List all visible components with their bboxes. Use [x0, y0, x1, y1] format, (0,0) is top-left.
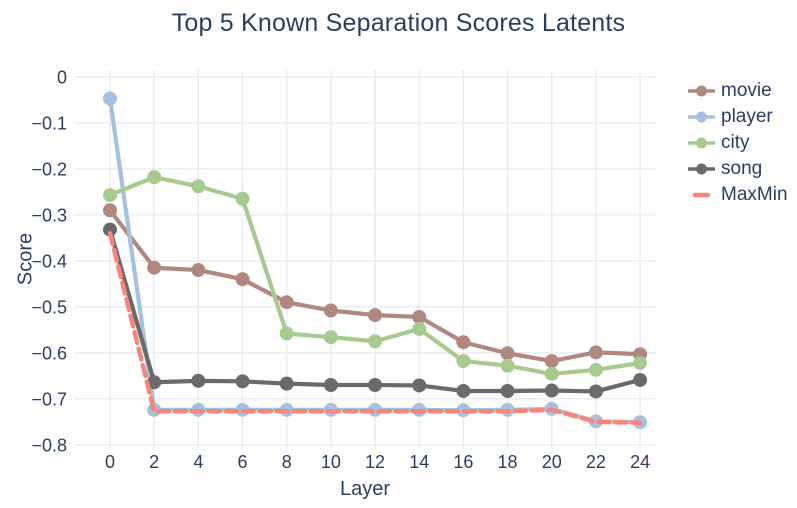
data-point-city — [279, 326, 294, 341]
x-axis-label: Layer — [339, 478, 391, 500]
y-tick-label: −0.6 — [31, 343, 67, 363]
y-tick-label: −0.5 — [31, 297, 67, 317]
legend-item-song[interactable]: song — [687, 156, 788, 182]
marker-dot-icon — [696, 85, 707, 97]
legend: movie player city song MaxMin — [687, 78, 788, 208]
legend-item-player[interactable]: player — [687, 104, 788, 130]
x-tick-label: 6 — [238, 452, 248, 472]
x-tick-label: 20 — [542, 452, 562, 472]
data-point-movie — [588, 345, 603, 360]
data-point-player — [103, 91, 118, 106]
y-tick-label: −0.7 — [31, 389, 67, 409]
data-point-movie — [279, 295, 294, 310]
y-tick-label: −0.8 — [31, 435, 67, 455]
legend-marker-movie — [688, 85, 715, 97]
data-point-city — [412, 321, 427, 336]
data-point-city — [544, 366, 559, 381]
x-tick-label: 18 — [498, 452, 518, 472]
data-point-song — [191, 373, 206, 388]
data-point-song — [588, 384, 603, 399]
data-point-city — [633, 355, 648, 370]
y-tick-label: −0.2 — [31, 159, 67, 179]
data-point-city — [456, 354, 471, 369]
data-point-movie — [147, 260, 162, 275]
data-point-song — [103, 222, 118, 237]
series-line-MaxMin — [107, 230, 643, 425]
marker-dot-icon — [696, 163, 707, 175]
data-point-movie — [544, 354, 559, 369]
data-point-city — [147, 170, 162, 185]
data-point-player — [588, 414, 603, 429]
legend-label: movie — [721, 80, 772, 101]
data-point-song — [544, 383, 559, 398]
data-point-song — [412, 378, 427, 393]
series-city — [103, 170, 648, 381]
legend-label: player — [721, 106, 773, 127]
data-point-city — [235, 191, 250, 206]
legend-marker-city — [688, 137, 715, 149]
x-tick-label: 10 — [321, 452, 341, 472]
legend-label: city — [721, 132, 750, 153]
data-point-city — [323, 330, 338, 345]
data-point-movie — [500, 346, 515, 361]
legend-marker-player — [688, 111, 715, 123]
x-tick-label: 4 — [193, 452, 203, 472]
legend-label: song — [721, 158, 763, 179]
data-point-song — [368, 378, 383, 392]
series-movie — [103, 203, 648, 369]
legend-item-movie[interactable]: movie — [687, 78, 788, 104]
data-point-song — [456, 383, 471, 398]
legend-marker-song — [688, 163, 715, 175]
data-point-movie — [456, 335, 471, 350]
series-song — [103, 222, 648, 399]
data-point-movie — [235, 272, 250, 287]
data-point-movie — [368, 308, 383, 323]
legend-marker-MaxMin — [692, 192, 711, 198]
x-tick-label: 16 — [453, 452, 473, 472]
x-tick-label: 12 — [365, 452, 385, 472]
data-point-song — [633, 372, 648, 387]
data-point-city — [191, 179, 206, 194]
data-point-song — [147, 375, 162, 390]
y-tick-label: −0.4 — [31, 251, 67, 271]
y-tick-label: 0 — [57, 67, 67, 87]
y-tick-label: −0.3 — [31, 205, 67, 225]
data-point-city — [500, 358, 515, 373]
tick-labels: 0−0.1−0.2−0.3−0.4−0.5−0.6−0.7−0.80 2 4 6 8 10… — [31, 67, 650, 472]
marker-dot-icon — [696, 111, 707, 123]
series-MaxMin — [107, 230, 643, 425]
x-tick-label: 22 — [586, 452, 606, 472]
legend-item-city[interactable]: city — [687, 130, 788, 156]
y-tick-label: −0.1 — [31, 113, 67, 133]
data-point-song — [500, 383, 515, 398]
legend-item-MaxMin[interactable]: MaxMin — [687, 182, 788, 208]
data-point-song — [323, 378, 338, 392]
legend-label: MaxMin — [721, 184, 788, 205]
data-point-song — [235, 374, 250, 389]
data-point-city — [368, 334, 383, 349]
data-point-song — [279, 376, 294, 391]
x-tick-label: 14 — [409, 452, 429, 472]
data-point-city — [588, 362, 603, 377]
x-tick-label: 24 — [630, 452, 650, 472]
chart-title: Top 5 Known Separation Scores Latents — [171, 9, 626, 37]
data-point-city — [103, 188, 118, 203]
data-point-movie — [412, 309, 427, 324]
data-point-movie — [103, 203, 118, 218]
x-tick-label: 8 — [282, 452, 292, 472]
data-point-movie — [323, 303, 338, 318]
x-tick-label: 2 — [149, 452, 159, 472]
x-tick-label: 0 — [105, 452, 115, 472]
data-point-movie — [191, 263, 206, 278]
marker-dot-icon — [696, 137, 707, 149]
